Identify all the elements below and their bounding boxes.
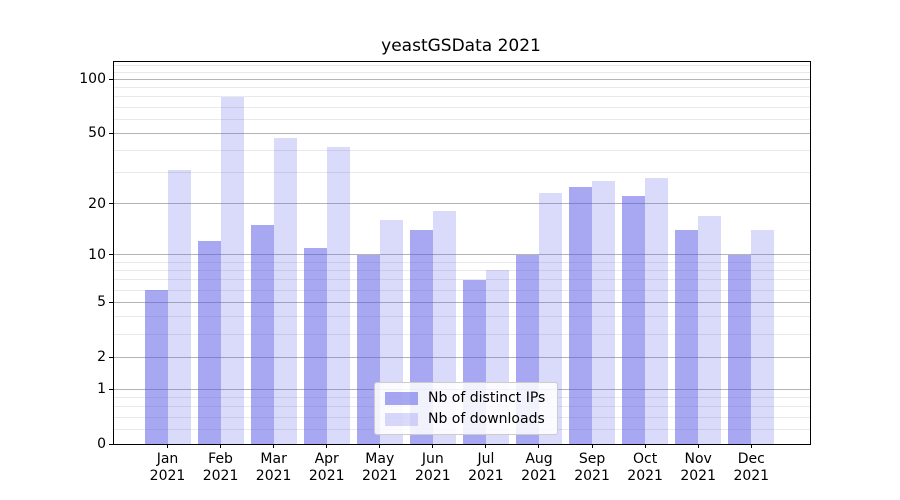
y-axis-tick xyxy=(109,132,113,134)
bar-downloads-mar xyxy=(273,138,297,444)
gridline-major xyxy=(114,203,810,205)
bar-distinct-ips-feb xyxy=(197,241,221,444)
y-axis-tick-label: 0 xyxy=(97,436,106,452)
x-axis-tick xyxy=(750,444,752,448)
plot-area: Nb of distinct IPs Nb of downloads 0 1 2 5 1… xyxy=(79,61,811,484)
y-axis-tick xyxy=(109,388,113,390)
x-axis-tick-label: Feb 2021 xyxy=(202,451,239,484)
gridline-minor xyxy=(114,172,810,174)
x-axis-tick-label: Jul 2021 xyxy=(468,451,504,484)
x-axis-tick xyxy=(538,444,540,448)
y-axis-tick-label: 5 xyxy=(97,294,106,311)
bar-downloads-dec xyxy=(751,230,775,444)
x-axis-tick xyxy=(167,444,168,448)
bar-distinct-ips-sep xyxy=(569,186,593,444)
gridline-minor xyxy=(114,87,810,89)
x-axis-tick xyxy=(326,444,328,448)
x-axis-tick-label: Dec 2021 xyxy=(733,451,770,484)
legend: Nb of distinct IPs Nb of downloads xyxy=(374,382,559,435)
gridline-minor xyxy=(114,261,810,263)
gridline-minor xyxy=(114,269,810,271)
gridline-major xyxy=(114,132,810,134)
x-axis-tick-label: May 2021 xyxy=(361,451,398,484)
x-axis-tick-label: Oct 2021 xyxy=(627,451,663,484)
x-axis-tick xyxy=(697,444,699,448)
chart-title: yeastGSData 2021 xyxy=(381,36,541,56)
bar-distinct-ips-oct xyxy=(622,196,646,444)
gridline-minor xyxy=(114,289,810,291)
gridline-minor xyxy=(114,279,810,281)
x-axis-tick xyxy=(485,444,487,448)
bar-downloads-sep xyxy=(592,180,616,444)
bar-distinct-ips-apr xyxy=(303,247,327,444)
y-axis-tick-label: 2 xyxy=(97,349,106,366)
y-axis-tick-label: 1 xyxy=(97,381,106,398)
y-axis-tick xyxy=(109,443,113,445)
gridline-minor xyxy=(114,71,810,73)
x-axis-tick xyxy=(591,444,593,448)
bar-downloads-aug xyxy=(538,192,562,444)
x-axis-tick-label: Sep 2021 xyxy=(574,451,610,484)
x-axis-tick-label: Apr 2021 xyxy=(308,451,345,484)
gridline-minor xyxy=(114,96,810,98)
gridline-minor xyxy=(114,106,810,108)
bar-downloads-apr xyxy=(326,146,350,444)
bar-distinct-ips-mar xyxy=(250,225,274,444)
y-axis-tick xyxy=(109,78,113,80)
bar-downloads-nov xyxy=(698,215,722,444)
x-axis-tick-label: Aug 2021 xyxy=(521,451,557,484)
x-axis-tick-label: Jan 2021 xyxy=(149,451,186,484)
x-axis-tick-label: Jun 2021 xyxy=(415,451,451,484)
y-axis-tick-label: 10 xyxy=(88,246,106,263)
gridline-minor xyxy=(114,316,810,318)
gridline-major xyxy=(114,78,810,80)
bar-downloads-oct xyxy=(645,178,669,444)
gridline-major xyxy=(114,254,810,256)
bar-downloads-jan xyxy=(167,170,191,444)
y-axis-tick-label: 20 xyxy=(88,195,106,212)
gridline-minor xyxy=(114,118,810,120)
x-axis-tick xyxy=(644,444,646,448)
y-axis-tick xyxy=(109,301,113,303)
legend-label-downloads: Nb of downloads xyxy=(428,411,545,427)
x-axis-tick xyxy=(432,444,434,448)
gridline-minor xyxy=(114,334,810,335)
bar-distinct-ips-dec xyxy=(728,254,752,444)
x-axis-tick-label: Nov 2021 xyxy=(680,451,716,484)
y-axis-tick-label: 100 xyxy=(79,71,106,88)
legend-item-distinct-ips: Nb of distinct IPs xyxy=(385,390,545,406)
legend-swatch-distinct-ips-icon xyxy=(385,391,418,405)
y-axis-tick xyxy=(109,356,113,358)
x-axis-tick xyxy=(273,444,275,448)
bar-distinct-ips-jan xyxy=(144,290,168,444)
bar-distinct-ips-nov xyxy=(675,230,699,444)
x-axis-tick xyxy=(220,444,222,448)
x-axis-tick-label: Mar 2021 xyxy=(255,451,292,484)
y-axis-tick xyxy=(109,203,113,205)
y-axis-tick-label: 50 xyxy=(88,125,106,142)
gridline-major xyxy=(114,356,810,358)
legend-item-downloads: Nb of downloads xyxy=(385,411,545,427)
bar-downloads-feb xyxy=(220,96,244,444)
x-axis-tick xyxy=(379,444,381,448)
gridline-minor xyxy=(114,64,810,66)
gridline-minor xyxy=(114,150,810,152)
gridline-major xyxy=(114,301,810,303)
y-axis-tick xyxy=(109,254,113,256)
legend-swatch-downloads-icon xyxy=(385,412,418,426)
legend-label-distinct-ips: Nb of distinct IPs xyxy=(428,390,546,406)
